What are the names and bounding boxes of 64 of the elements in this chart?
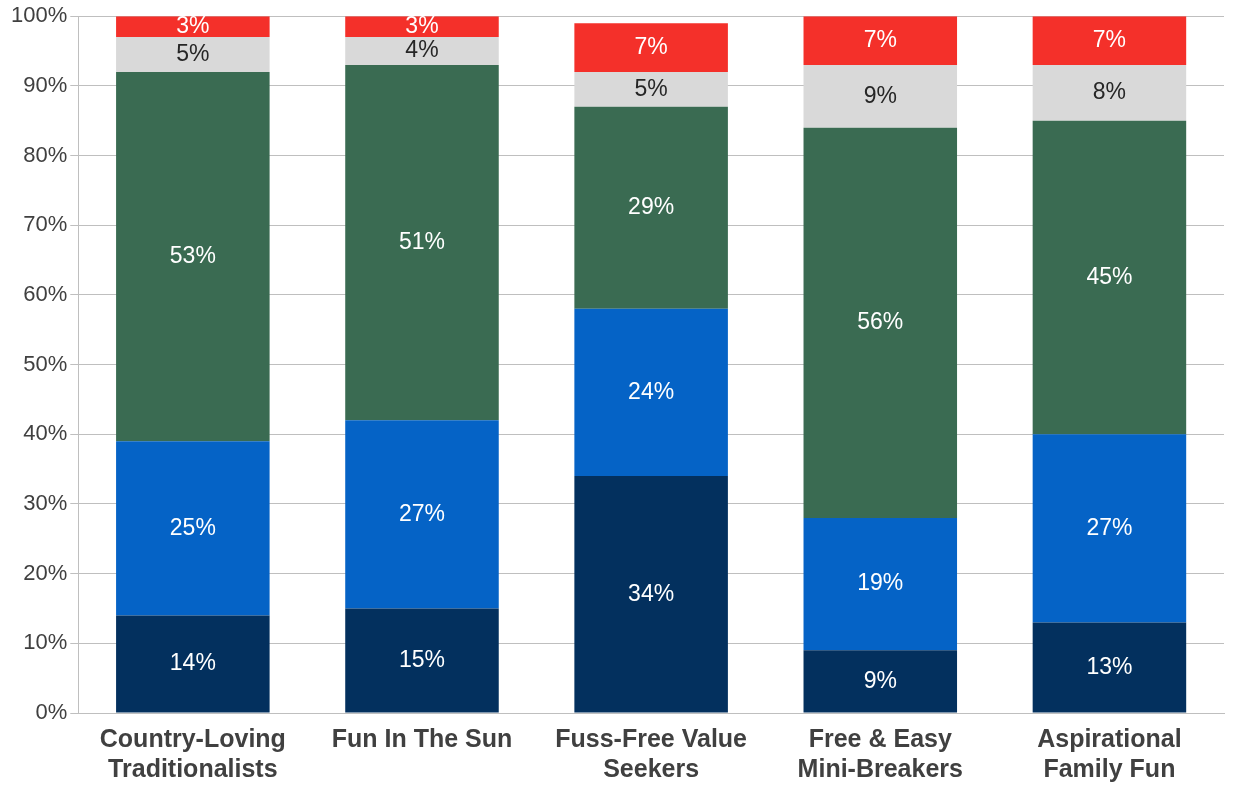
y-tick-label: 50% xyxy=(23,350,68,376)
data-label: 25% xyxy=(169,513,216,540)
bar xyxy=(345,37,499,65)
data-label: 7% xyxy=(1092,25,1127,52)
bar xyxy=(574,476,728,713)
y-tick-label: 90% xyxy=(23,71,68,97)
data-label: 8% xyxy=(1092,78,1127,105)
x-tick-label: Fuss-Free Value Seekers xyxy=(555,723,748,782)
y-tick-label: 20% xyxy=(23,559,68,585)
bar xyxy=(345,64,499,421)
x-tick-label: Free & Easy Mini-Breakers xyxy=(797,723,963,782)
bar xyxy=(803,127,958,518)
bar xyxy=(1032,622,1187,713)
bar xyxy=(803,16,958,65)
bar xyxy=(345,608,499,713)
data-label: 27% xyxy=(1086,513,1133,540)
data-label: 19% xyxy=(857,569,904,596)
bar xyxy=(803,64,958,128)
data-label: 5% xyxy=(176,39,210,66)
y-tick-label: 10% xyxy=(23,629,68,655)
bar xyxy=(1032,16,1187,65)
data-label: 34% xyxy=(628,579,675,606)
data-label: 27% xyxy=(398,499,446,526)
y-tick-label: 60% xyxy=(23,280,68,306)
bar xyxy=(574,71,728,107)
bar xyxy=(345,420,499,609)
y-tick-label: 100% xyxy=(10,2,68,28)
y-tick-label: 0% xyxy=(35,699,68,725)
data-label: 29% xyxy=(628,193,675,220)
y-tick-label: 80% xyxy=(23,141,68,167)
data-label: 9% xyxy=(863,666,897,693)
data-label: 53% xyxy=(169,241,216,268)
x-tick-label: Country-Loving Traditionalists xyxy=(99,723,286,782)
data-label: 15% xyxy=(398,645,446,672)
bar xyxy=(574,308,728,477)
bar xyxy=(574,23,728,72)
y-tick-label: 30% xyxy=(23,490,68,516)
bar xyxy=(1032,64,1187,121)
y-tick-label: 70% xyxy=(23,211,68,237)
data-label: 14% xyxy=(169,649,216,676)
bar xyxy=(116,37,270,72)
data-label: 4% xyxy=(405,36,439,63)
bar xyxy=(574,106,728,309)
bar xyxy=(803,517,958,651)
bar xyxy=(116,71,270,442)
data-label: 7% xyxy=(863,25,897,52)
data-label: 51% xyxy=(398,228,446,254)
x-tick-label: Fun In The Sun xyxy=(331,723,513,752)
data-label: 24% xyxy=(628,377,675,404)
y-tick-label: 40% xyxy=(23,420,68,446)
data-label: 13% xyxy=(1086,652,1133,679)
data-label: 3% xyxy=(176,12,210,38)
data-label: 3% xyxy=(405,12,439,38)
bar xyxy=(1032,434,1187,623)
bar xyxy=(116,441,270,616)
data-label: 7% xyxy=(634,32,668,59)
data-label: 45% xyxy=(1086,262,1133,289)
bar xyxy=(803,650,958,713)
data-label: 9% xyxy=(863,81,897,108)
bar xyxy=(116,615,270,713)
data-label: 5% xyxy=(634,74,668,101)
bar xyxy=(1032,120,1187,435)
x-tick-label: Aspirational Family Fun xyxy=(1037,723,1182,782)
data-label: 56% xyxy=(857,308,904,335)
